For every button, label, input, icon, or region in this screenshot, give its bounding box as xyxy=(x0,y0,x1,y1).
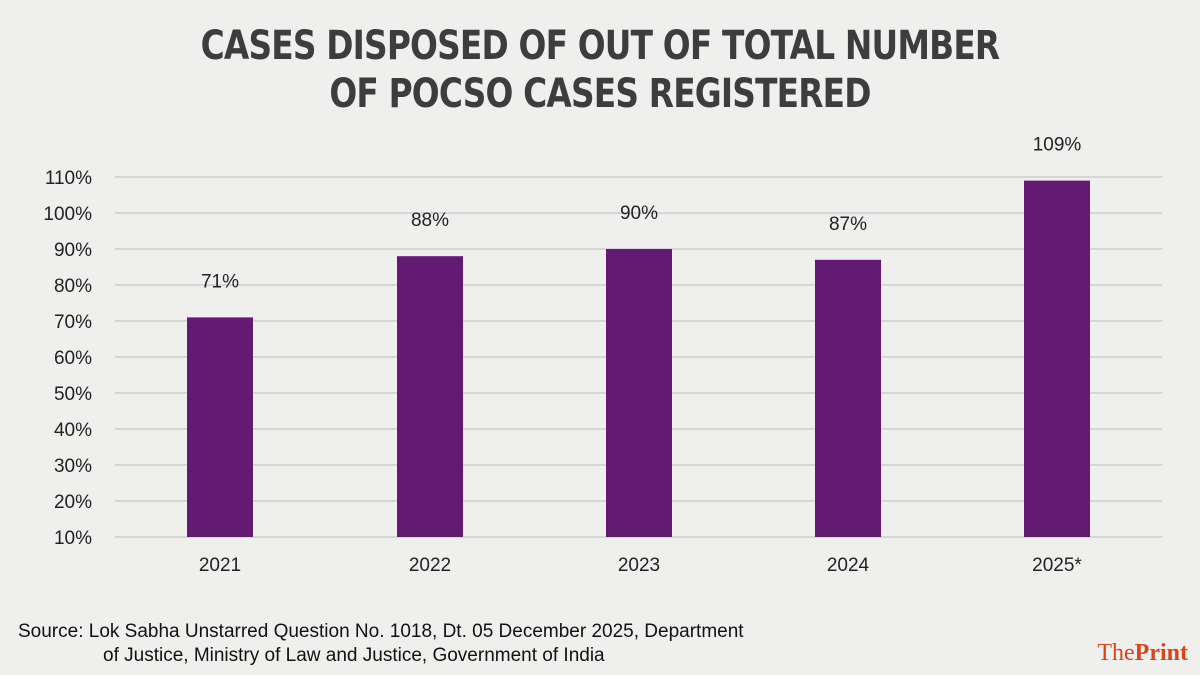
y-tick-label: 100% xyxy=(43,204,92,225)
title-line-1: CASES DISPOSED OF OUT OF TOTAL NUMBER xyxy=(200,23,1001,69)
logo-print: Print xyxy=(1134,640,1188,666)
x-tick-label: 2025* xyxy=(1032,555,1082,576)
y-tick-label: 50% xyxy=(54,384,92,405)
bar-2024 xyxy=(815,259,881,537)
y-tick-label: 20% xyxy=(54,492,92,513)
y-tick-label: 70% xyxy=(54,312,92,333)
logo-the: The xyxy=(1097,640,1135,666)
source-line-1: Source: Lok Sabha Unstarred Question No.… xyxy=(18,621,744,642)
y-tick-label: 40% xyxy=(54,420,92,441)
data-label: 71% xyxy=(201,271,239,292)
y-tick-label: 90% xyxy=(54,240,92,261)
bar-2022 xyxy=(397,256,463,537)
bar-2025* xyxy=(1024,180,1090,537)
theprint-logo: ThePrint xyxy=(1097,640,1188,667)
source-line-2: of Justice, Ministry of Law and Justice,… xyxy=(103,645,605,666)
bar-2023 xyxy=(606,249,672,537)
bar-2021 xyxy=(187,317,253,537)
y-tick-label: 60% xyxy=(54,348,92,369)
bar-chart: 10% 20% 30% 40% 50% 60% 70% 80% 90% 100% 110% 71% 20… xyxy=(43,135,1162,576)
x-tick-label: 2023 xyxy=(618,555,660,576)
y-tick-label: 80% xyxy=(54,276,92,297)
title-line-2: OF POCSO CASES REGISTERED xyxy=(329,71,871,117)
data-label: 88% xyxy=(411,210,449,231)
source-note: Source: Lok Sabha Unstarred Question No.… xyxy=(18,620,744,668)
chart-title: CASES DISPOSED OF OUT OF TOTAL NUMBER OF… xyxy=(108,22,1092,118)
data-label: 109% xyxy=(1033,135,1082,156)
data-label: 87% xyxy=(829,214,867,235)
y-tick-label: 30% xyxy=(54,456,92,477)
y-tick-label: 10% xyxy=(54,528,92,549)
x-tick-label: 2024 xyxy=(827,555,870,576)
data-label: 90% xyxy=(620,203,658,224)
x-tick-label: 2022 xyxy=(409,555,451,576)
y-tick-label: 110% xyxy=(45,168,92,189)
x-tick-label: 2021 xyxy=(199,555,241,576)
